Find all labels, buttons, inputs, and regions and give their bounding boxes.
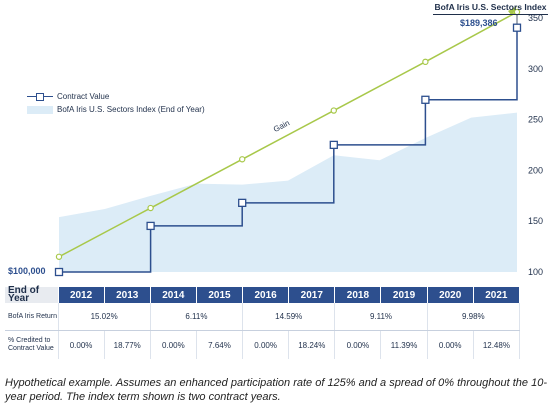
legend-item-index: BofA Iris U.S. Sectors Index (End of Yea… xyxy=(27,103,205,116)
start-value-label: $100,000 xyxy=(8,266,46,276)
year-cell: 2016 xyxy=(242,287,290,303)
y-tick-label: 300 xyxy=(528,64,543,74)
credited-cell: 0.00% xyxy=(58,330,105,359)
credited-cell: 0.00% xyxy=(334,330,382,359)
chart: 100 150 200 250 300 350 xyxy=(54,6,543,277)
credited-cell: 12.48% xyxy=(473,330,521,359)
contract-value-point xyxy=(146,221,155,231)
legend-line-square-icon xyxy=(27,92,53,101)
return-cell: 9.98% xyxy=(427,303,521,331)
index-area xyxy=(59,112,517,272)
gain-line xyxy=(58,11,518,258)
y-tick-label: 250 xyxy=(528,115,543,125)
credited-cell: 0.00% xyxy=(150,330,197,359)
contract-value-point xyxy=(329,140,338,150)
contract-value-layer xyxy=(54,14,522,277)
header-label: End of Year xyxy=(5,286,59,304)
end-value-label: $189,386 xyxy=(460,18,498,28)
gain-line-layer xyxy=(55,6,521,260)
contract-value-point xyxy=(421,95,430,104)
table-header-row: End of Year 2012 2013 2014 2015 2016 201… xyxy=(5,286,521,304)
y-tick-label: 200 xyxy=(528,165,543,175)
row-label: BofA Iris Return xyxy=(5,303,59,331)
return-cell: 14.59% xyxy=(242,303,336,331)
contract-value-point xyxy=(512,23,522,32)
footnote: Hypothetical example. Assumes an enhance… xyxy=(5,377,547,403)
year-cell: 2012 xyxy=(58,287,105,303)
legend-item-contract: Contract Value xyxy=(27,90,205,103)
contract-value-point xyxy=(238,198,247,208)
year-cell: 2020 xyxy=(427,287,474,303)
gain-point xyxy=(330,107,337,114)
credited-cell: 18.77% xyxy=(104,330,151,359)
year-cell: 2021 xyxy=(473,287,521,303)
credited-cell: 0.00% xyxy=(427,330,474,359)
year-cell: 2013 xyxy=(104,287,151,303)
gain-arrow-icon xyxy=(508,6,517,17)
return-cell: 6.11% xyxy=(150,303,244,331)
row-label: % Credited to Contract Value xyxy=(5,330,59,359)
y-tick-label: 150 xyxy=(528,216,543,226)
gain-point xyxy=(55,253,63,260)
year-cell: 2018 xyxy=(334,287,382,303)
gain-point xyxy=(147,204,154,212)
y-tick-label: 350 xyxy=(528,13,543,23)
return-cell: 9.11% xyxy=(334,303,428,331)
y-tick-label: 100 xyxy=(528,267,543,277)
credited-cell: 7.64% xyxy=(196,330,244,359)
credited-cell: 18.24% xyxy=(288,330,336,359)
table-row-returns: BofA Iris Return 15.02% 6.11% 14.59% 9.1… xyxy=(5,303,521,331)
year-cell: 2015 xyxy=(196,287,244,303)
credited-cell: 0.00% xyxy=(242,330,290,359)
legend: Contract Value BofA Iris U.S. Sectors In… xyxy=(27,90,205,116)
year-cell: 2017 xyxy=(288,287,336,303)
credited-cell: 11.39% xyxy=(380,330,428,359)
gain-point xyxy=(422,58,429,66)
table-row-credited: % Credited to Contract Value 0.00% 18.77… xyxy=(5,330,521,359)
year-cell: 2014 xyxy=(150,287,197,303)
legend-label: Contract Value xyxy=(57,92,110,101)
results-table: End of Year 2012 2013 2014 2015 2016 201… xyxy=(5,286,521,359)
contract-value-line xyxy=(59,27,518,273)
legend-area-icon xyxy=(27,105,53,114)
return-cell: 15.02% xyxy=(58,303,151,331)
index-end-label: BofA Iris U.S. Sectors Index xyxy=(433,2,548,15)
index-area-layer xyxy=(59,112,517,272)
contract-value-point xyxy=(54,267,64,277)
legend-label: BofA Iris U.S. Sectors Index (End of Yea… xyxy=(57,105,205,114)
year-cell: 2019 xyxy=(380,287,428,303)
gain-point xyxy=(238,156,246,163)
y-axis: 100 150 200 250 300 350 xyxy=(528,13,543,277)
